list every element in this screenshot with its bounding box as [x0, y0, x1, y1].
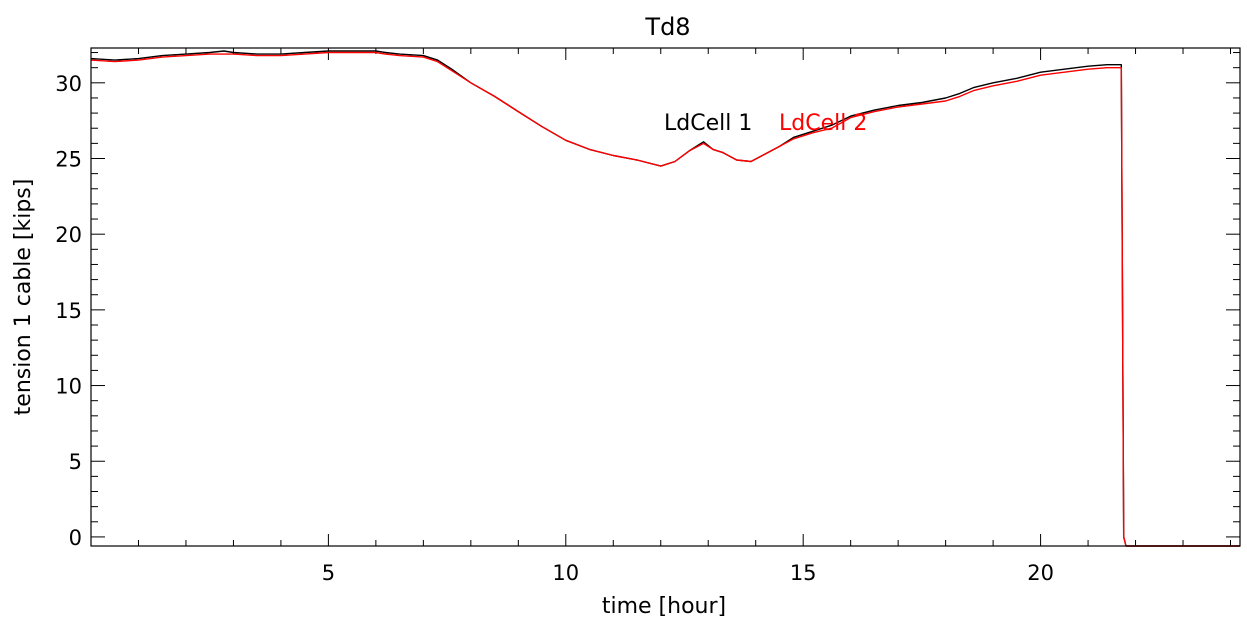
legend: LdCell 1 LdCell 2: [664, 111, 867, 136]
x-tick-label: 10: [552, 561, 579, 585]
legend-label-ldcell-1: LdCell 1: [664, 111, 752, 136]
x-tick-label: 15: [790, 561, 817, 585]
y-tick-label: 0: [69, 526, 82, 550]
series-layer: [90, 50, 1240, 547]
y-tick-label: 30: [55, 72, 82, 96]
plot-frame: [90, 47, 1241, 547]
x-tick-label: 20: [1027, 561, 1054, 585]
tick-labels: 5 10 15 20 0 5 10 15 20 25 30: [55, 72, 1054, 585]
axis-ticks: [91, 48, 1240, 546]
y-tick-label: 10: [55, 375, 82, 399]
y-axis-label: tension 1 cable [kips]: [11, 179, 36, 416]
series-line-2: [90, 51, 1240, 547]
y-tick-label: 5: [69, 450, 82, 474]
y-tick-label: 20: [55, 223, 82, 247]
legend-label-ldcell-2: LdCell 2: [779, 111, 867, 136]
y-tick-label: 25: [55, 147, 82, 171]
x-tick-label: 5: [322, 561, 335, 585]
x-axis-label: time [hour]: [602, 594, 726, 619]
y-tick-label: 15: [55, 299, 82, 323]
chart-title: Td8: [644, 13, 690, 41]
